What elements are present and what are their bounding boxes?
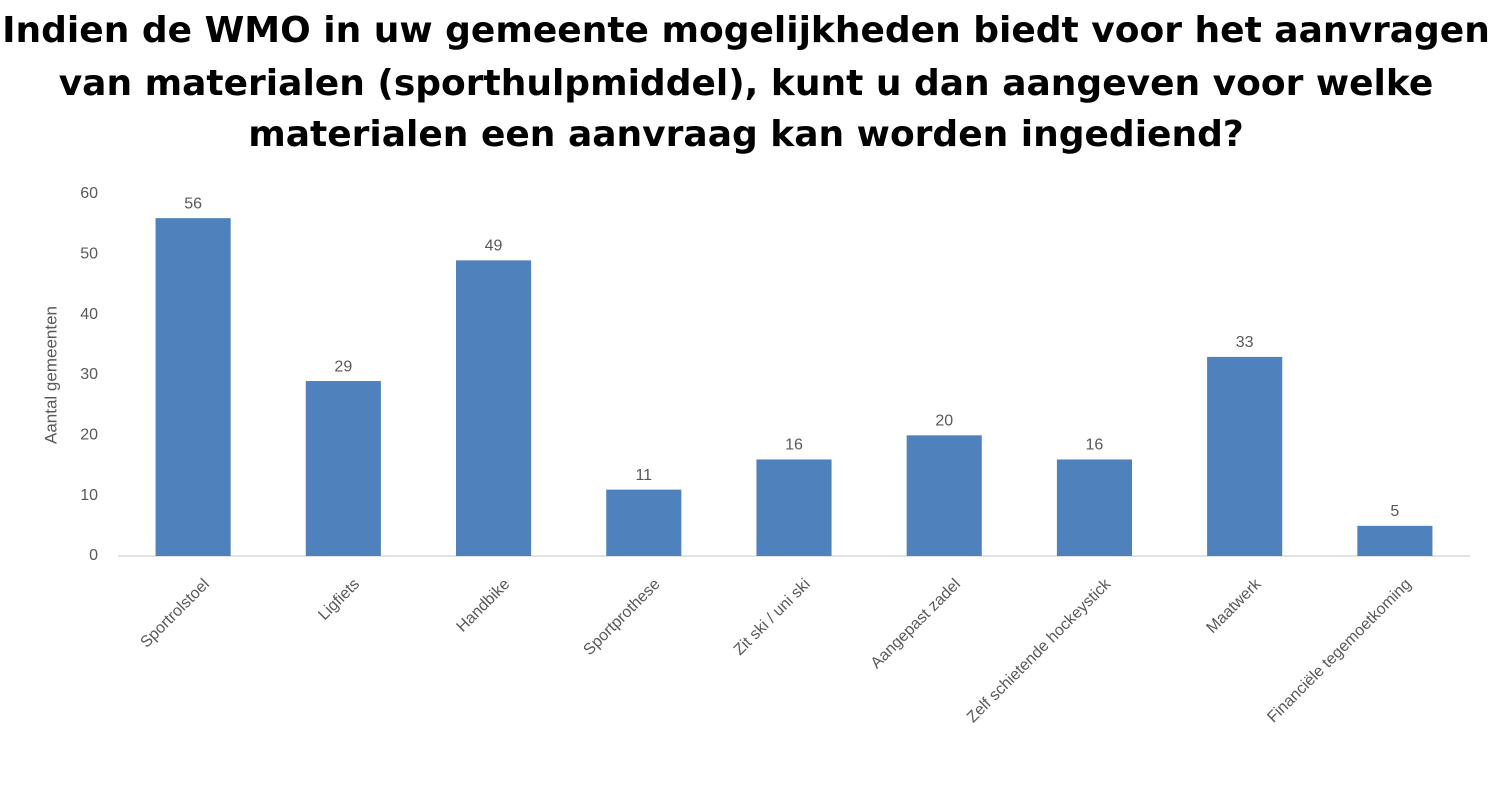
bar (155, 218, 231, 556)
bar (1207, 356, 1283, 556)
y-tick-label: 50 (80, 246, 98, 263)
value-label: 33 (1236, 334, 1254, 351)
value-label: 29 (334, 358, 352, 375)
chart-title: materialen een aanvraag kan worden inged… (248, 114, 1244, 155)
x-tick-label: Handbike (454, 576, 514, 636)
bar (305, 381, 381, 556)
x-tick-label: Ligfiets (315, 576, 363, 624)
x-tick-label: Aangepast zadel (868, 576, 964, 672)
chart-title: Indien de WMO in uw gemeente mogelijkhed… (2, 10, 1490, 51)
y-tick-label: 10 (80, 487, 98, 504)
value-label: 16 (785, 437, 803, 454)
value-label: 11 (635, 467, 652, 484)
bar (756, 459, 832, 556)
y-tick-label: 60 (80, 185, 98, 202)
x-tick-label: Financiële tegemoetkoming (1264, 576, 1414, 726)
y-tick-label: 40 (80, 306, 98, 323)
x-tick-label: Sportrolstoel (137, 576, 213, 652)
chart-title: van materialen (sporthulpmiddel), kunt u… (59, 63, 1434, 104)
bar (606, 489, 682, 556)
value-label: 5 (1390, 503, 1399, 520)
y-tick-label: 30 (80, 366, 98, 383)
bar (1056, 459, 1132, 556)
bar (906, 435, 982, 556)
value-label: 16 (1086, 437, 1104, 454)
x-tick-label: Zit ski / uni ski (731, 576, 814, 659)
y-axis-label: Aantal gemeenten (41, 306, 60, 444)
bar (1357, 525, 1433, 556)
bar (456, 260, 532, 556)
x-tick-label: Sportprothese (580, 576, 663, 659)
y-tick-label: 0 (89, 547, 98, 564)
value-label: 20 (935, 413, 953, 430)
x-tick-label: Zelf schietende hockeystick (964, 575, 1115, 726)
x-tick-label: Maatwerk (1203, 575, 1265, 637)
value-label: 56 (184, 195, 202, 212)
y-tick-label: 20 (80, 427, 98, 444)
value-label: 49 (485, 238, 503, 255)
